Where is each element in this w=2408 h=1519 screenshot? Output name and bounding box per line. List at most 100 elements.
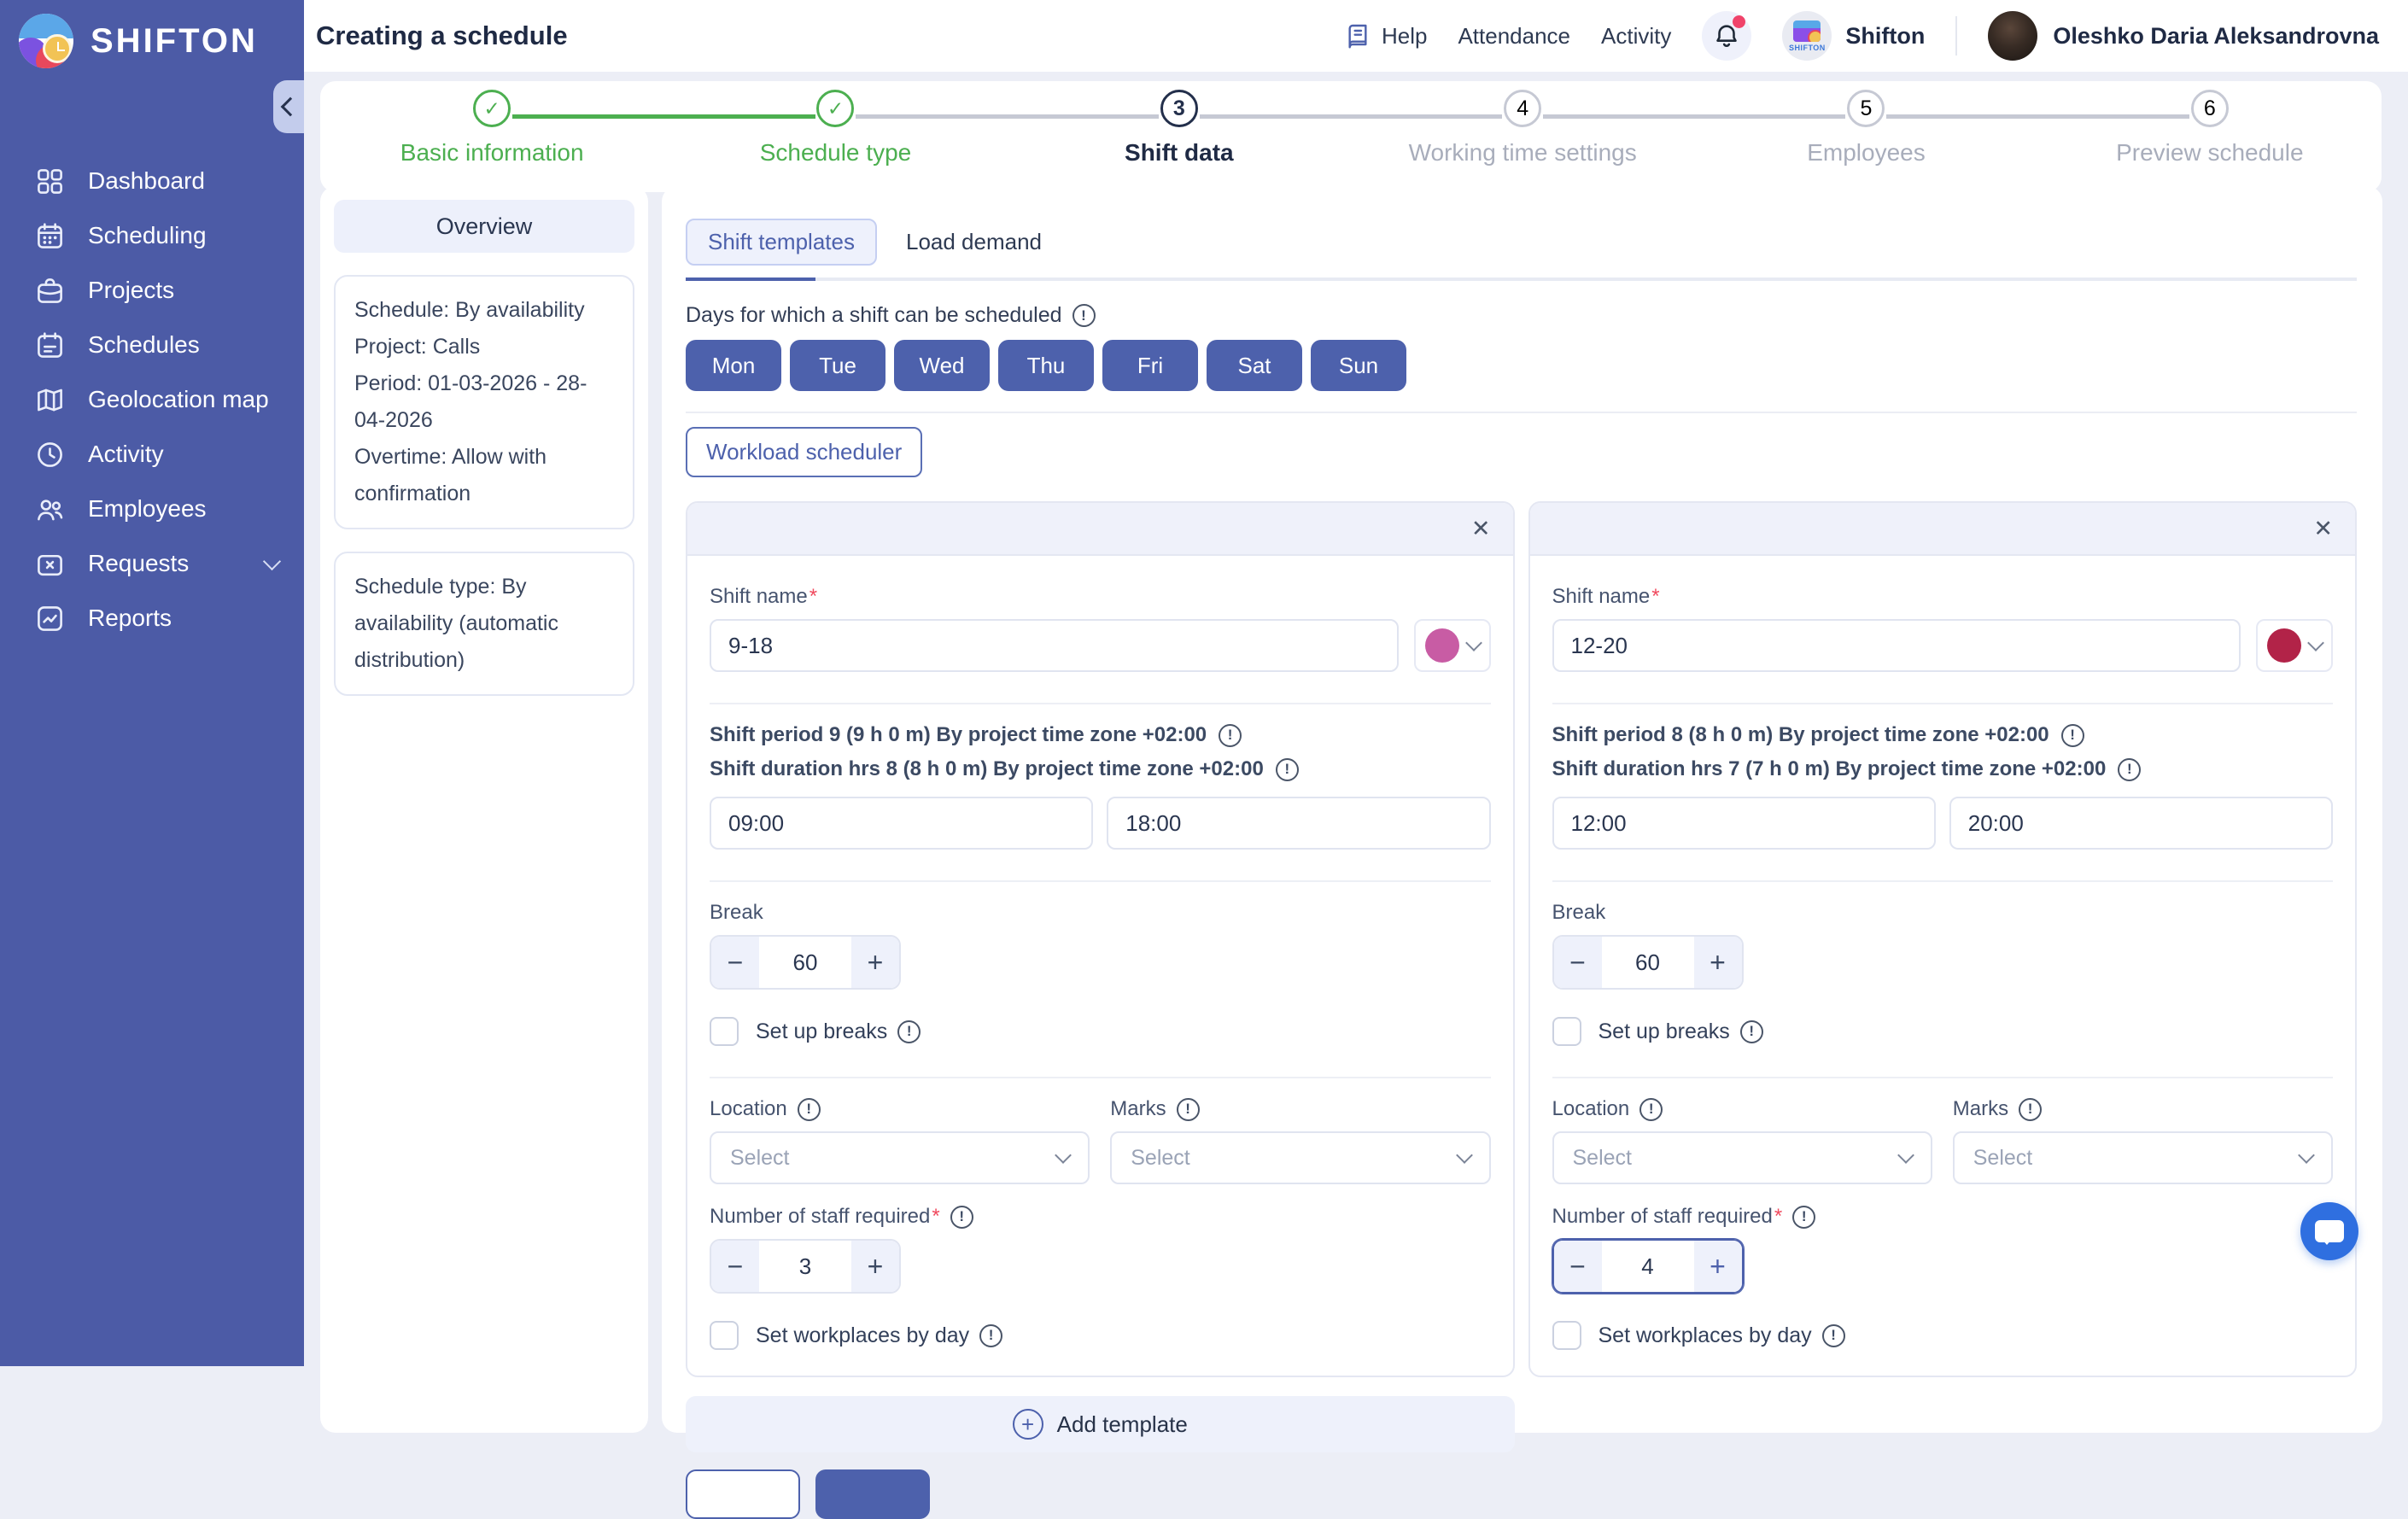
step-number[interactable]: 5 <box>1847 90 1885 127</box>
start-time-input[interactable] <box>710 797 1094 850</box>
break-label: Break <box>1552 901 1606 924</box>
day-button-wed[interactable]: Wed <box>894 340 990 391</box>
marks-select[interactable]: Select <box>1952 1131 2333 1184</box>
info-icon[interactable] <box>950 1205 973 1229</box>
break-value-input[interactable] <box>759 937 851 988</box>
header-divider <box>1955 16 1958 56</box>
info-icon[interactable] <box>1275 757 1299 781</box>
shift-color-picker[interactable] <box>1413 619 1491 672</box>
plus-button[interactable] <box>851 937 899 988</box>
marks-select[interactable]: Select <box>1110 1131 1491 1184</box>
staff-value-input[interactable] <box>759 1241 851 1292</box>
chevron-down-icon <box>1897 1146 1914 1164</box>
step-check-icon[interactable] <box>473 90 511 127</box>
plus-button[interactable] <box>1693 1241 1742 1292</box>
minus-button[interactable] <box>711 937 759 988</box>
workload-scheduler-button[interactable]: Workload scheduler <box>686 427 923 477</box>
end-time-input[interactable] <box>1949 797 2333 850</box>
activity-link[interactable]: Activity <box>1601 22 1672 49</box>
day-button-sat[interactable]: Sat <box>1207 340 1302 391</box>
notification-dot <box>1733 15 1746 28</box>
company-menu[interactable]: SHIFTON Shifton <box>1782 11 1925 61</box>
help-link[interactable]: Help <box>1344 22 1427 50</box>
info-icon[interactable] <box>1739 1019 1763 1043</box>
minus-button[interactable] <box>711 1241 759 1292</box>
close-icon[interactable] <box>2313 516 2333 542</box>
plus-button[interactable] <box>1693 937 1742 988</box>
set-workplaces-label: Set workplaces by day <box>1598 1323 1812 1347</box>
info-icon[interactable] <box>2060 723 2084 747</box>
info-icon[interactable] <box>1219 723 1242 747</box>
step-number[interactable]: 4 <box>1504 90 1542 127</box>
chat-widget-button[interactable] <box>2300 1202 2358 1260</box>
tab-shift-templates[interactable]: Shift templates <box>686 219 877 266</box>
staff-value-input[interactable] <box>1601 1241 1694 1292</box>
info-icon[interactable] <box>979 1323 1003 1347</box>
minus-button[interactable] <box>1553 937 1602 988</box>
day-button-mon[interactable]: Mon <box>686 340 781 391</box>
day-button-sun[interactable]: Sun <box>1311 340 1406 391</box>
next-button[interactable] <box>815 1469 930 1519</box>
set-up-breaks-checkbox[interactable] <box>1552 1017 1581 1046</box>
sidebar-item-employees[interactable]: Employees <box>0 482 304 536</box>
divider <box>686 412 2357 413</box>
day-button-fri[interactable]: Fri <box>1102 340 1198 391</box>
overview-project-line: Project: Calls <box>354 335 481 359</box>
tab-load-demand[interactable]: Load demand <box>905 229 1043 254</box>
day-selector: Mon Tue Wed Thu Fri Sat Sun <box>686 340 2357 391</box>
info-icon[interactable] <box>2019 1097 2043 1121</box>
sidebar-item-projects[interactable]: Projects <box>0 263 304 318</box>
page-title: Creating a schedule <box>316 20 568 50</box>
sidebar-collapse-button[interactable] <box>273 80 304 133</box>
card-header <box>1529 503 2355 556</box>
shift-name-label: Shift name <box>710 585 817 609</box>
minus-button[interactable] <box>1553 1241 1602 1292</box>
clock-icon <box>38 441 62 467</box>
add-template-button[interactable]: Add template <box>686 1396 1515 1452</box>
set-up-breaks-label: Set up breaks <box>1598 1019 1730 1043</box>
info-icon[interactable] <box>1792 1205 1816 1229</box>
location-select[interactable]: Select <box>710 1131 1090 1184</box>
overview-title[interactable]: Overview <box>334 200 634 253</box>
notifications-button[interactable] <box>1702 11 1752 61</box>
step-number[interactable]: 3 <box>1160 90 1198 127</box>
info-icon[interactable] <box>1072 304 1096 327</box>
chat-bubble-icon <box>2315 1220 2344 1245</box>
day-button-thu[interactable]: Thu <box>998 340 1094 391</box>
sidebar-item-dashboard[interactable]: Dashboard <box>0 154 304 208</box>
info-icon[interactable] <box>1639 1097 1663 1121</box>
shift-name-input[interactable] <box>710 619 1399 672</box>
chevron-left-icon <box>280 96 301 117</box>
location-select[interactable]: Select <box>1552 1131 1932 1184</box>
step-label: Shift data <box>1125 139 1234 166</box>
user-menu[interactable]: Oleshko Daria Aleksandrovna <box>1988 11 2379 61</box>
shift-color-picker[interactable] <box>2256 619 2333 672</box>
sidebar-item-geolocation-map[interactable]: Geolocation map <box>0 372 304 427</box>
set-up-breaks-checkbox[interactable] <box>710 1017 739 1046</box>
set-workplaces-checkbox[interactable] <box>710 1321 739 1350</box>
info-icon[interactable] <box>797 1097 821 1121</box>
info-icon[interactable] <box>1176 1097 1200 1121</box>
plus-button[interactable] <box>851 1241 899 1292</box>
sidebar-item-scheduling[interactable]: Scheduling <box>0 208 304 263</box>
attendance-link[interactable]: Attendance <box>1458 22 1571 49</box>
info-icon[interactable] <box>2118 757 2142 781</box>
sidebar-item-activity[interactable]: Activity <box>0 427 304 482</box>
back-button[interactable] <box>686 1469 800 1519</box>
info-icon[interactable] <box>1821 1323 1845 1347</box>
sidebar-item-reports[interactable]: Reports <box>0 591 304 646</box>
start-time-input[interactable] <box>1552 797 1936 850</box>
shift-name-input[interactable] <box>1552 619 2241 672</box>
info-icon[interactable] <box>897 1019 921 1043</box>
close-icon[interactable] <box>1471 516 1491 542</box>
step-number[interactable]: 6 <box>2190 90 2229 127</box>
set-workplaces-checkbox[interactable] <box>1552 1321 1581 1350</box>
chevron-down-icon <box>2298 1146 2315 1164</box>
break-value-input[interactable] <box>1601 937 1694 988</box>
day-button-tue[interactable]: Tue <box>790 340 885 391</box>
sidebar-item-requests[interactable]: Requests <box>0 536 304 591</box>
wizard-footer-buttons <box>686 1469 2357 1519</box>
end-time-input[interactable] <box>1107 797 1491 850</box>
step-check-icon[interactable] <box>816 90 855 127</box>
sidebar-item-schedules[interactable]: Schedules <box>0 318 304 372</box>
